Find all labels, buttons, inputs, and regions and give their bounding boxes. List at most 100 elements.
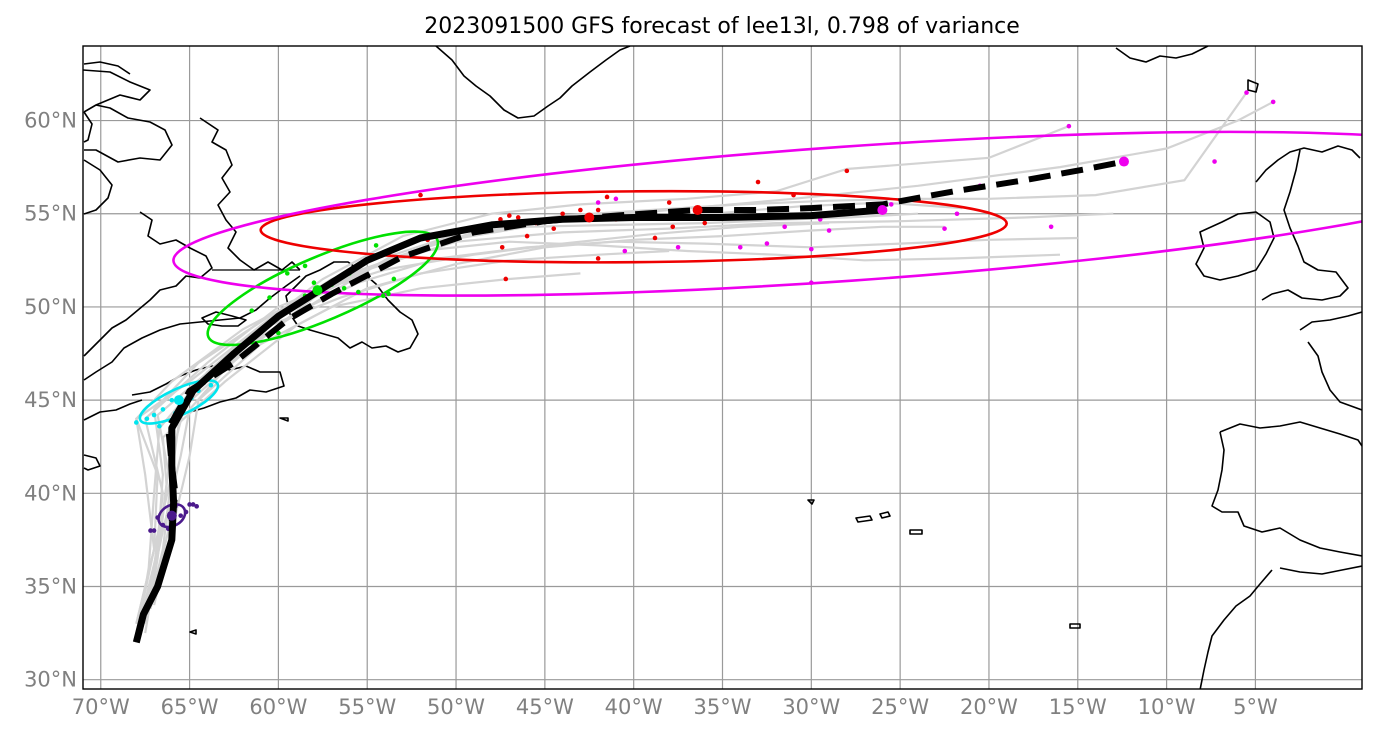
gridlines	[83, 46, 1362, 689]
member-point	[151, 528, 157, 533]
member-point	[888, 202, 894, 207]
member-point	[622, 248, 628, 254]
member-point	[578, 207, 583, 213]
ensemble-track	[144, 100, 1274, 625]
member-point	[1244, 90, 1249, 95]
member-point	[595, 200, 601, 205]
mean-track-solid	[132, 206, 883, 644]
member-point	[595, 207, 601, 213]
uncertainty-ellipses	[138, 130, 1362, 529]
x-tick-label: 70°W	[72, 695, 130, 719]
forecast-marker	[584, 212, 595, 223]
forecast-marker	[312, 285, 323, 296]
y-tick-label: 50°N	[24, 295, 77, 319]
member-point	[311, 280, 317, 285]
x-tick-label: 20°W	[960, 695, 1018, 719]
member-point	[604, 194, 610, 200]
uncertainty-ellipse	[206, 230, 440, 347]
member-point	[249, 308, 255, 313]
member-point	[764, 241, 770, 246]
member-point	[373, 243, 379, 248]
member-point	[702, 220, 708, 226]
member-point	[782, 224, 787, 230]
member-point	[160, 522, 166, 528]
member-point	[1066, 123, 1072, 129]
member-point	[499, 244, 505, 250]
y-tick-label: 60°N	[24, 109, 77, 133]
member-point	[356, 289, 361, 295]
member-point	[418, 192, 423, 198]
x-tick-label: 10°W	[1138, 695, 1196, 719]
forecast-markers	[166, 156, 1129, 521]
x-axis-ticks: 70°W 65°W 60°W 55°W 50°W 45°W 40°W 35°W 30°W 25°W…	[72, 695, 1278, 719]
member-point	[551, 226, 557, 231]
member-point	[954, 211, 960, 217]
member-point	[183, 509, 189, 515]
ensemble-track	[138, 212, 918, 625]
x-tick-label: 5°W	[1233, 695, 1278, 719]
x-tick-label: 30°W	[782, 695, 840, 719]
x-tick-label: 40°W	[605, 695, 663, 719]
ensemble-track	[135, 125, 1070, 625]
member-point	[942, 226, 947, 231]
member-point	[524, 233, 530, 239]
member-point	[1212, 159, 1217, 164]
forecast-marker	[1118, 156, 1129, 167]
x-tick-label: 25°W	[871, 695, 929, 719]
member-point	[498, 217, 503, 222]
member-point	[133, 420, 139, 425]
uncertainty-ellipse	[172, 130, 1362, 297]
uncertainty-ellipse	[138, 379, 220, 425]
member-point	[652, 235, 658, 241]
forecast-marker	[877, 205, 888, 216]
member-point	[157, 423, 162, 429]
member-point	[1048, 224, 1054, 230]
x-tick-label: 45°W	[516, 695, 574, 719]
member-point	[155, 515, 160, 520]
x-tick-label: 15°W	[1049, 695, 1107, 719]
member-point	[341, 285, 347, 291]
member-point	[151, 412, 157, 418]
member-point	[809, 246, 814, 252]
member-points	[133, 90, 1276, 533]
member-point	[187, 502, 192, 507]
member-point	[267, 295, 272, 300]
x-tick-label: 35°W	[694, 695, 752, 719]
member-point	[144, 416, 150, 422]
member-point	[560, 211, 565, 217]
member-point	[386, 291, 391, 297]
y-tick-label: 55°N	[24, 202, 77, 226]
y-tick-label: 45°N	[24, 388, 77, 412]
x-tick-label: 50°W	[427, 695, 485, 719]
ensemble-tracks	[135, 91, 1274, 643]
member-point	[380, 293, 386, 299]
plot-frame	[82, 45, 1363, 690]
member-point	[284, 271, 290, 276]
member-point	[809, 280, 814, 285]
member-point	[1270, 99, 1276, 105]
x-tick-label: 55°W	[338, 695, 396, 719]
member-point	[826, 228, 832, 233]
y-axis-ticks: 30°N 35°N 40°N 45°N 50°N 55°N 60°N	[24, 109, 77, 692]
y-tick-label: 35°N	[24, 574, 77, 598]
coastlines	[83, 46, 1362, 689]
member-point	[507, 213, 512, 218]
forecast-marker	[692, 205, 703, 216]
member-point	[666, 200, 672, 205]
member-point	[595, 256, 601, 261]
member-point	[194, 504, 199, 509]
member-point	[791, 192, 796, 198]
ensemble-track	[135, 212, 1114, 643]
x-tick-label: 65°W	[161, 695, 219, 719]
uncertainty-ellipse	[157, 502, 187, 529]
x-tick-label: 60°W	[249, 695, 307, 719]
member-point	[613, 196, 619, 202]
member-point	[675, 244, 681, 250]
member-point	[737, 244, 743, 250]
member-point	[302, 263, 308, 269]
mean-tracks	[132, 158, 1125, 644]
member-point	[190, 502, 196, 507]
member-point	[208, 382, 214, 388]
member-point	[148, 528, 153, 533]
